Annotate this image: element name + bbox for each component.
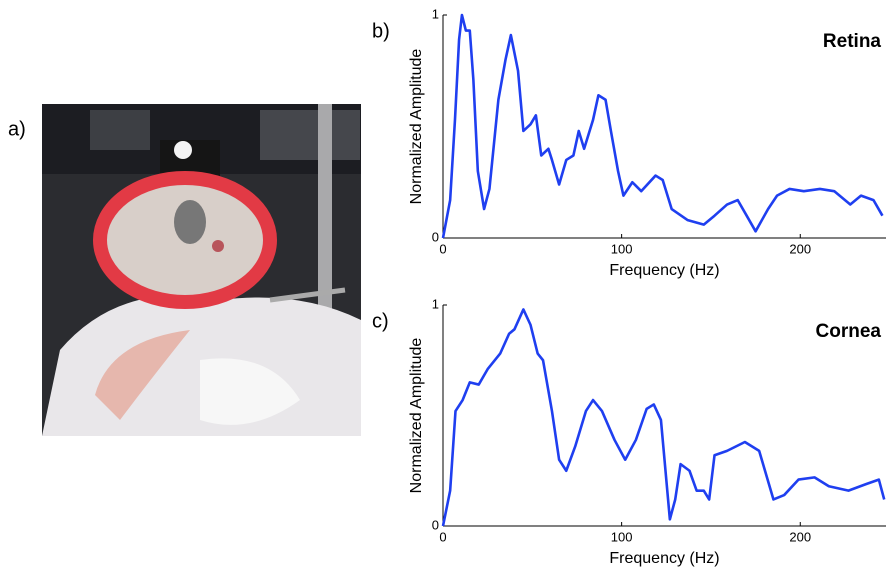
y-tick-label: 0 <box>432 229 439 244</box>
panel-label: b) <box>372 20 390 42</box>
x-tick-label: 0 <box>439 241 446 256</box>
y-tick-label: 0 <box>432 517 439 532</box>
x-tick-label: 200 <box>789 529 811 544</box>
y-axis-label: Normalized Amplitude <box>408 338 425 494</box>
x-axis-label: Frequency (Hz) <box>609 262 719 279</box>
chart-title: Retina <box>823 31 882 52</box>
y-tick-label: 1 <box>432 296 439 311</box>
x-tick-label: 100 <box>611 529 633 544</box>
x-tick-label: 100 <box>611 241 633 256</box>
y-axis-label: Normalized Amplitude <box>408 49 425 205</box>
panel-label: a) <box>8 118 26 140</box>
y-tick-label: 1 <box>432 6 439 21</box>
x-tick-label: 0 <box>439 529 446 544</box>
panel-label: c) <box>372 310 389 332</box>
data-line <box>441 308 886 527</box>
data-line <box>441 13 884 239</box>
x-tick-label: 200 <box>789 241 811 256</box>
chart-title: Cornea <box>816 321 882 342</box>
x-axis-label: Frequency (Hz) <box>609 550 719 567</box>
photo <box>42 104 361 436</box>
